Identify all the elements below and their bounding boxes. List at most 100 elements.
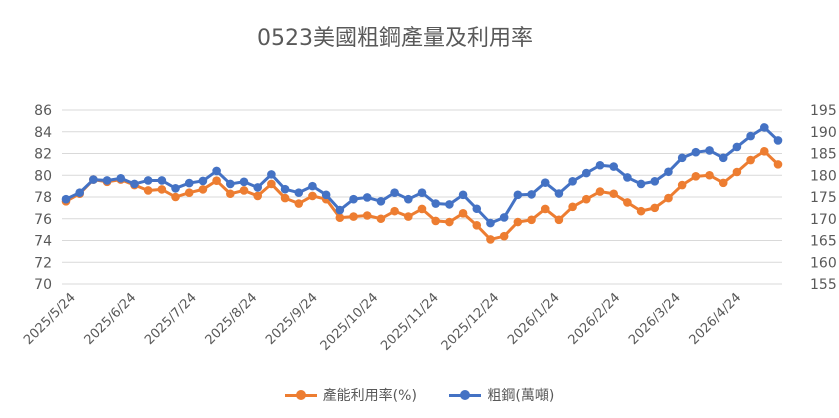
data-point-0[interactable] bbox=[499, 231, 509, 241]
data-point-1[interactable] bbox=[417, 188, 427, 197]
data-point-0[interactable] bbox=[636, 206, 646, 216]
data-point-1[interactable] bbox=[321, 190, 331, 200]
data-point-0[interactable] bbox=[718, 178, 728, 188]
data-point-1[interactable] bbox=[184, 178, 194, 188]
data-point-1[interactable] bbox=[226, 179, 235, 189]
data-point-0[interactable] bbox=[171, 192, 180, 202]
data-point-1[interactable] bbox=[376, 197, 386, 206]
data-point-1[interactable] bbox=[445, 200, 454, 209]
data-point-1[interactable] bbox=[253, 183, 262, 192]
data-point-0[interactable] bbox=[184, 188, 194, 197]
data-point-0[interactable] bbox=[404, 212, 413, 221]
data-point-0[interactable] bbox=[376, 214, 386, 224]
data-point-0[interactable] bbox=[417, 204, 427, 214]
data-point-0[interactable] bbox=[267, 179, 276, 189]
data-point-0[interactable] bbox=[198, 185, 208, 194]
data-point-1[interactable] bbox=[705, 146, 714, 155]
data-point-1[interactable] bbox=[664, 167, 673, 177]
data-point-1[interactable] bbox=[609, 162, 618, 171]
data-point-1[interactable] bbox=[677, 153, 687, 163]
data-point-1[interactable] bbox=[362, 193, 372, 202]
data-point-0[interactable] bbox=[458, 209, 468, 218]
data-point-1[interactable] bbox=[308, 181, 317, 191]
data-point-0[interactable] bbox=[280, 193, 290, 203]
data-point-1[interactable] bbox=[595, 160, 605, 170]
data-point-1[interactable] bbox=[116, 173, 126, 183]
data-point-0[interactable] bbox=[540, 204, 550, 214]
data-point-1[interactable] bbox=[239, 177, 249, 187]
data-point-1[interactable] bbox=[554, 189, 564, 198]
data-point-0[interactable] bbox=[664, 193, 673, 203]
data-point-1[interactable] bbox=[513, 190, 523, 200]
data-point-1[interactable] bbox=[472, 204, 482, 214]
data-point-1[interactable] bbox=[568, 177, 577, 186]
data-point-0[interactable] bbox=[760, 147, 769, 156]
data-point-0[interactable] bbox=[623, 198, 632, 207]
data-point-1[interactable] bbox=[294, 188, 304, 197]
data-point-0[interactable] bbox=[677, 180, 687, 190]
data-point-1[interactable] bbox=[61, 194, 71, 204]
data-point-1[interactable] bbox=[540, 178, 550, 187]
data-point-0[interactable] bbox=[595, 187, 605, 196]
data-point-0[interactable] bbox=[472, 220, 482, 230]
data-point-0[interactable] bbox=[390, 206, 399, 216]
data-point-1[interactable] bbox=[527, 190, 536, 199]
data-point-0[interactable] bbox=[554, 215, 564, 225]
data-point-0[interactable] bbox=[212, 176, 221, 185]
data-point-1[interactable] bbox=[75, 188, 84, 197]
data-point-1[interactable] bbox=[130, 179, 139, 189]
data-point-1[interactable] bbox=[390, 188, 399, 197]
data-point-1[interactable] bbox=[404, 194, 413, 204]
data-point-1[interactable] bbox=[636, 179, 646, 189]
data-point-1[interactable] bbox=[499, 213, 509, 222]
data-point-1[interactable] bbox=[335, 205, 345, 215]
data-point-0[interactable] bbox=[691, 172, 701, 181]
data-point-0[interactable] bbox=[486, 235, 495, 244]
data-point-1[interactable] bbox=[102, 176, 112, 185]
data-point-0[interactable] bbox=[226, 189, 235, 199]
data-point-0[interactable] bbox=[513, 217, 523, 227]
data-point-0[interactable] bbox=[527, 215, 536, 225]
data-point-1[interactable] bbox=[650, 177, 660, 186]
data-point-0[interactable] bbox=[582, 194, 591, 204]
data-point-1[interactable] bbox=[746, 131, 755, 141]
data-point-1[interactable] bbox=[198, 176, 208, 186]
data-point-0[interactable] bbox=[431, 216, 440, 226]
data-point-1[interactable] bbox=[280, 184, 290, 194]
data-point-0[interactable] bbox=[362, 211, 372, 220]
data-point-0[interactable] bbox=[746, 155, 755, 165]
data-point-1[interactable] bbox=[157, 176, 167, 185]
data-point-1[interactable] bbox=[267, 170, 276, 179]
data-point-1[interactable] bbox=[760, 123, 769, 132]
data-point-0[interactable] bbox=[294, 199, 304, 208]
data-point-1[interactable] bbox=[212, 166, 221, 176]
data-point-0[interactable] bbox=[609, 189, 618, 199]
data-point-0[interactable] bbox=[445, 217, 454, 227]
data-point-0[interactable] bbox=[335, 213, 345, 222]
data-point-1[interactable] bbox=[582, 168, 591, 178]
data-point-1[interactable] bbox=[732, 142, 742, 152]
data-point-1[interactable] bbox=[143, 176, 153, 185]
data-point-1[interactable] bbox=[458, 190, 468, 200]
data-point-0[interactable] bbox=[650, 203, 660, 213]
data-point-1[interactable] bbox=[623, 173, 632, 182]
data-point-0[interactable] bbox=[308, 191, 317, 201]
data-point-1[interactable] bbox=[349, 194, 358, 204]
data-point-1[interactable] bbox=[773, 136, 783, 145]
data-point-0[interactable] bbox=[773, 160, 783, 169]
data-point-1[interactable] bbox=[691, 147, 701, 157]
data-point-0[interactable] bbox=[705, 170, 714, 180]
data-point-0[interactable] bbox=[349, 212, 358, 221]
data-point-0[interactable] bbox=[157, 185, 167, 194]
data-point-1[interactable] bbox=[486, 218, 495, 228]
data-point-1[interactable] bbox=[431, 199, 440, 208]
data-point-0[interactable] bbox=[732, 167, 742, 177]
data-point-1[interactable] bbox=[171, 184, 180, 193]
data-point-0[interactable] bbox=[143, 186, 153, 195]
data-point-0[interactable] bbox=[239, 186, 249, 195]
data-point-0[interactable] bbox=[568, 202, 577, 212]
data-point-1[interactable] bbox=[718, 153, 728, 163]
legend-item-crude-steel[interactable]: 粗鋼(萬噸) bbox=[449, 385, 554, 405]
legend-item-utilization[interactable]: 產能利用率(%) bbox=[284, 385, 417, 405]
data-point-1[interactable] bbox=[89, 175, 98, 184]
